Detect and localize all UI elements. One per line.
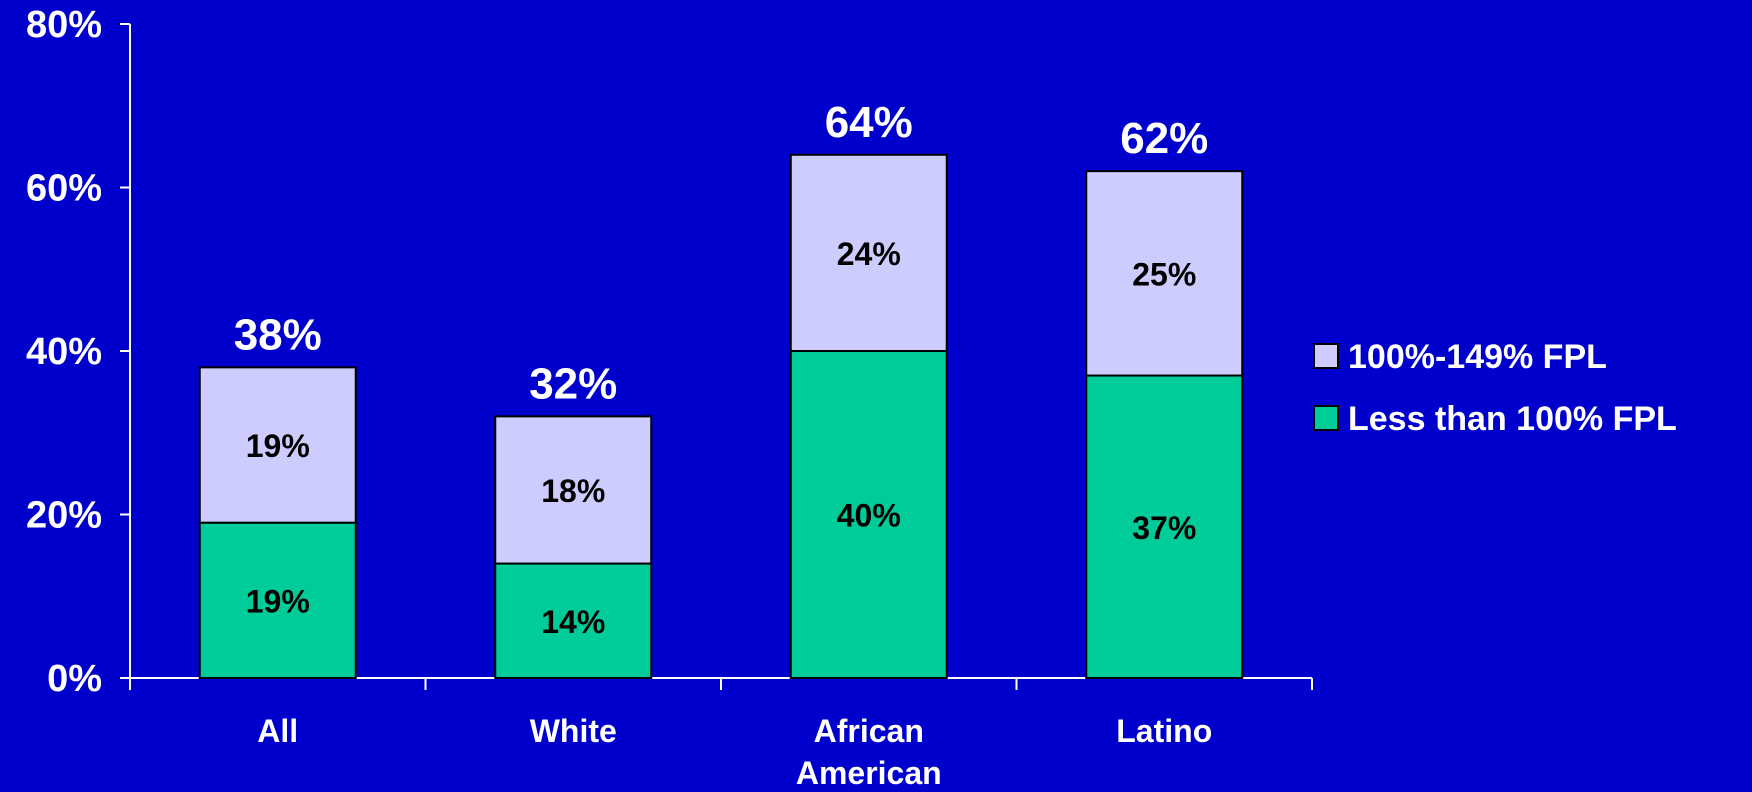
bar-total-label: 32% [529,359,617,408]
bar-segment [494,562,653,679]
legend-swatch [1313,343,1339,369]
bar-segment [789,153,948,352]
legend-label: Less than 100% FPL [1348,400,1677,438]
x-category-label: African [814,713,924,749]
bar-segment-label: 18% [541,473,605,509]
bars [198,153,1244,679]
bar-segment-label: 40% [837,498,901,534]
bar-segment [494,415,653,565]
y-tick-label: 60% [26,168,102,210]
legend: 100%-149% FPL Less than 100% FPL [1313,338,1677,438]
legend-swatch [1313,405,1339,431]
bar-segment [789,350,948,679]
x-category-label: All [257,713,298,749]
bar-total-label: 64% [825,98,913,147]
bar-segment-label: 25% [1132,256,1196,292]
bar-total-label: 62% [1120,114,1208,163]
x-category-label: Latino [1116,713,1212,749]
legend-label: 100%-149% FPL [1348,338,1607,376]
bar-segment-label: 19% [246,583,310,619]
bar-segment-label: 14% [541,604,605,640]
bar-segment-label: 37% [1132,510,1196,546]
x-category-label: White [530,713,617,749]
y-tick-label: 0% [47,658,102,700]
bar-segment [1085,374,1244,679]
y-tick-label: 40% [26,331,102,373]
bar-segment [198,366,357,524]
bar-segment [1085,170,1244,377]
labels: 19% 19% 38% 14% 18% 32% 40% 24% 64% 37% 25% 62% [234,98,1209,640]
bar-total-label: 38% [234,310,322,359]
x-category-label: American [796,755,942,791]
y-tick-label: 80% [26,4,102,46]
y-tick-label: 20% [26,495,102,537]
bar-segment-label: 24% [837,236,901,272]
bar-segment-label: 19% [246,428,310,464]
